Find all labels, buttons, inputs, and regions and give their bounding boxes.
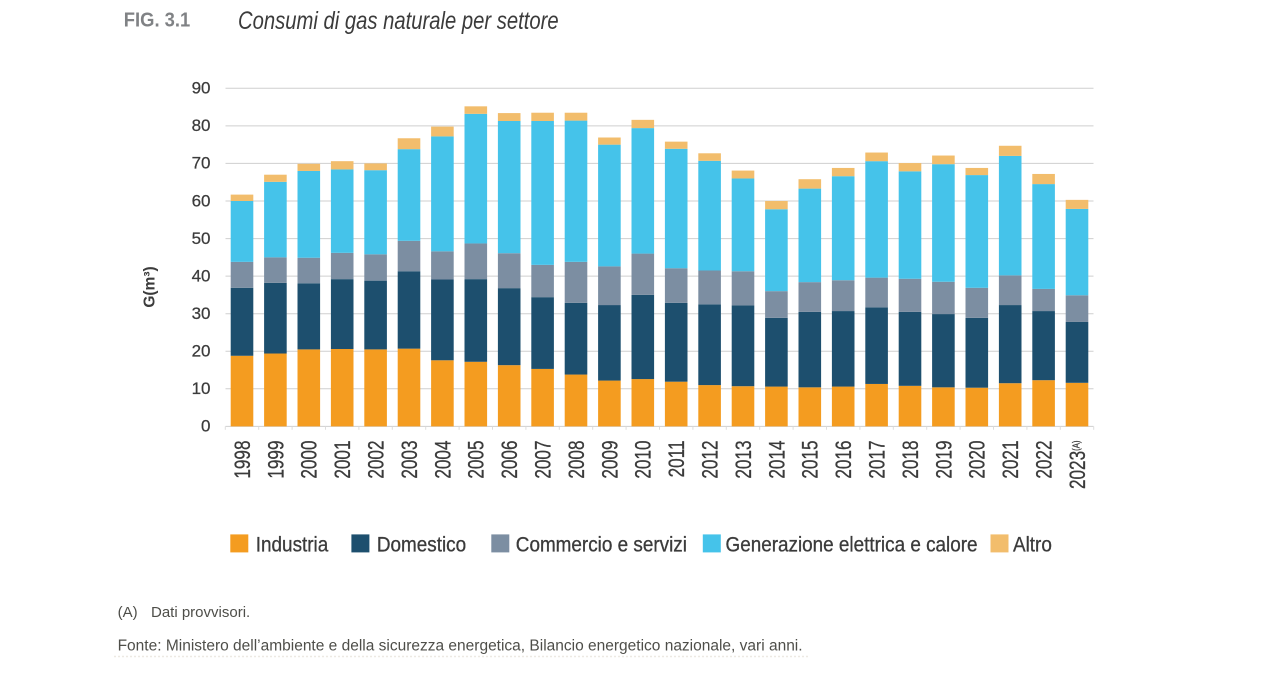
svg-text:2015: 2015	[799, 440, 824, 478]
svg-text:2012: 2012	[699, 441, 724, 479]
svg-text:Commercio e servizi: Commercio e servizi	[516, 533, 687, 556]
svg-text:2010: 2010	[632, 440, 657, 478]
svg-text:2014: 2014	[765, 440, 790, 478]
svg-text:(A): (A)	[118, 604, 138, 621]
svg-text:2009: 2009	[598, 440, 623, 478]
svg-text:60: 60	[192, 191, 211, 210]
svg-text:2018: 2018	[899, 440, 924, 478]
svg-text:30: 30	[192, 304, 211, 323]
svg-text:2004: 2004	[431, 440, 456, 478]
svg-text:Consumi di gas naturale per se: Consumi di gas naturale per settore	[238, 6, 559, 35]
svg-text:2013: 2013	[732, 440, 757, 478]
svg-text:2005: 2005	[465, 440, 490, 478]
svg-text:10: 10	[192, 379, 211, 398]
svg-text:1998: 1998	[231, 440, 256, 478]
svg-text:Dati provvisori.: Dati provvisori.	[151, 604, 250, 621]
svg-text:Generazione elettrica e calore: Generazione elettrica e calore	[726, 533, 978, 556]
svg-text:2019: 2019	[932, 440, 957, 478]
svg-text:2023(A): 2023(A)	[1066, 440, 1091, 489]
svg-text:2008: 2008	[565, 440, 590, 478]
svg-text:2021: 2021	[999, 441, 1024, 479]
svg-text:70: 70	[192, 154, 211, 173]
svg-text:2007: 2007	[532, 441, 557, 479]
svg-text:2003: 2003	[398, 440, 423, 478]
svg-text:2006: 2006	[498, 440, 523, 478]
svg-text:Domestico: Domestico	[377, 533, 466, 556]
svg-text:2000: 2000	[298, 440, 323, 478]
svg-text:2022: 2022	[1033, 441, 1058, 479]
svg-text:Altro: Altro	[1013, 533, 1052, 556]
svg-text:0: 0	[201, 417, 210, 436]
svg-text:1999: 1999	[264, 440, 289, 478]
svg-text:FIG. 3.1: FIG. 3.1	[124, 10, 191, 32]
svg-text:2016: 2016	[832, 440, 857, 478]
svg-text:G(m³): G(m³)	[142, 266, 159, 307]
svg-text:Fonte: Ministero dell’ambiente: Fonte: Ministero dell’ambiente e della s…	[118, 638, 803, 655]
svg-text:2020: 2020	[966, 440, 991, 478]
svg-text:50: 50	[192, 229, 211, 248]
svg-text:80: 80	[192, 116, 211, 135]
svg-text:2011: 2011	[665, 441, 690, 478]
svg-text:2002: 2002	[365, 441, 390, 479]
svg-text:Industria: Industria	[256, 533, 329, 556]
svg-text:40: 40	[192, 266, 211, 285]
svg-text:2001: 2001	[331, 441, 356, 479]
svg-text:90: 90	[192, 79, 211, 98]
svg-text:20: 20	[192, 342, 211, 361]
svg-text:2017: 2017	[866, 441, 891, 479]
